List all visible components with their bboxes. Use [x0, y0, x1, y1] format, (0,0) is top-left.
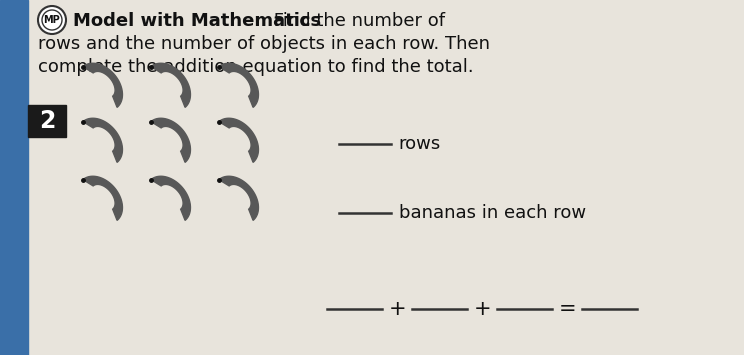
Text: bananas in each row: bananas in each row	[399, 204, 586, 222]
Polygon shape	[151, 63, 190, 107]
Bar	[28, 105, 66, 137]
Polygon shape	[219, 118, 258, 162]
Text: Find the number of: Find the number of	[268, 12, 445, 30]
Text: =: =	[559, 299, 576, 319]
Text: +: +	[473, 299, 491, 319]
Bar	[0, 0, 28, 355]
Polygon shape	[151, 176, 190, 220]
Text: complete the addition equation to find the total.: complete the addition equation to find t…	[38, 58, 474, 76]
Polygon shape	[151, 118, 190, 162]
Polygon shape	[219, 176, 258, 220]
Text: Model with Mathematics: Model with Mathematics	[73, 12, 321, 30]
Text: rows: rows	[399, 135, 441, 153]
Text: 2: 2	[39, 109, 55, 133]
Text: +: +	[388, 299, 406, 319]
Text: rows and the number of objects in each row. Then: rows and the number of objects in each r…	[38, 35, 490, 53]
Circle shape	[38, 6, 66, 34]
Polygon shape	[83, 63, 123, 107]
Polygon shape	[83, 118, 123, 162]
Polygon shape	[219, 63, 258, 107]
Text: MP: MP	[44, 15, 60, 25]
Polygon shape	[83, 176, 123, 220]
